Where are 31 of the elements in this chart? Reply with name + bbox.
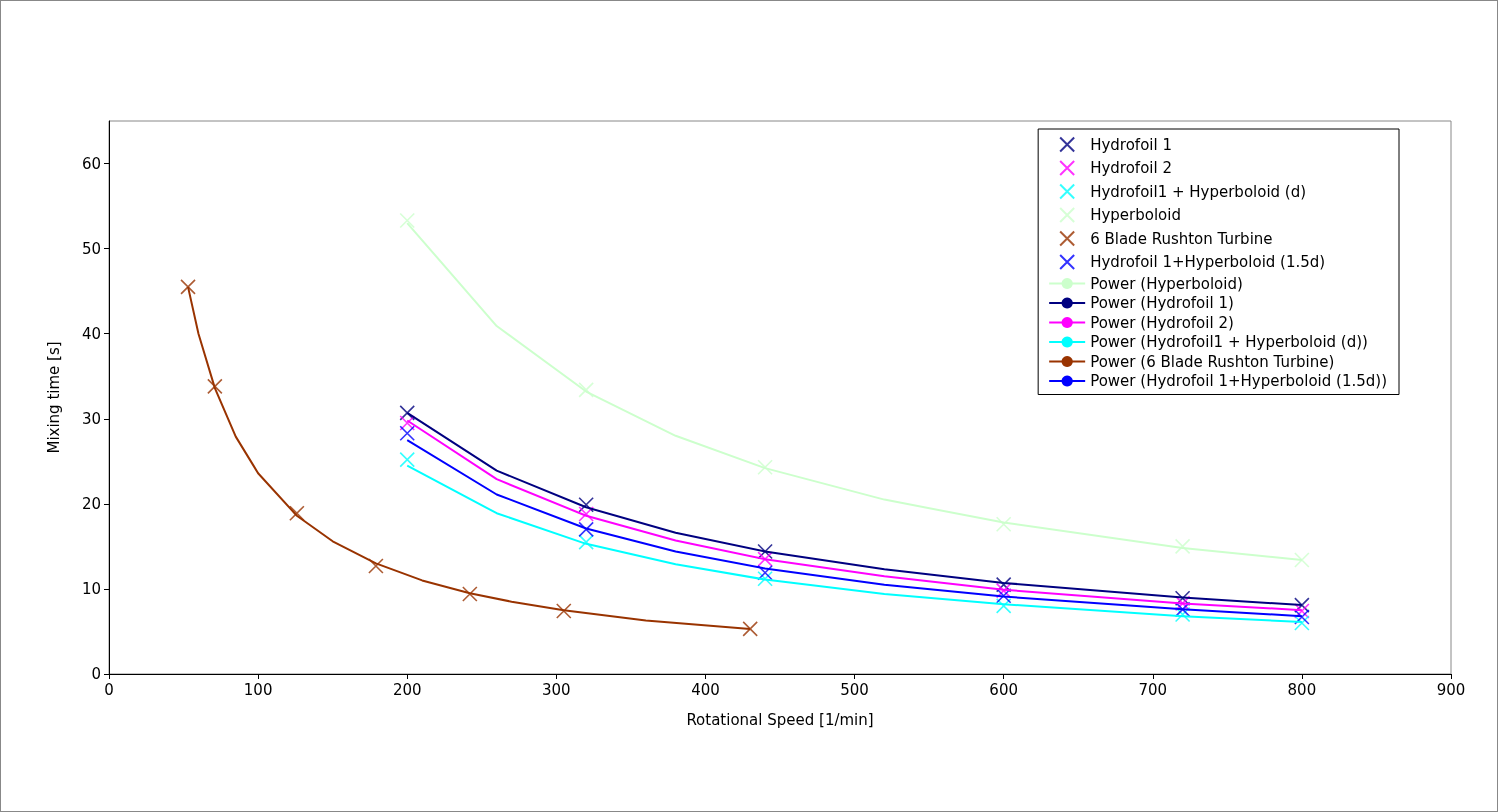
legend-label: Hyperboloid (1090, 206, 1181, 224)
x-tick-label: 500 (840, 680, 869, 699)
y-tick-label: 30 (81, 409, 101, 428)
x-tick-label: 900 (1436, 680, 1466, 699)
x-axis-title: Rotational Speed [1/min] (686, 710, 874, 729)
legend-label: Hydrofoil1 + Hyperboloid (d) (1090, 182, 1307, 201)
x-tick-label: 200 (392, 680, 422, 699)
y-axis-title: Mixing time [s] (44, 341, 63, 454)
x-tick-label: 600 (989, 680, 1018, 699)
y-tick-label: 20 (81, 494, 101, 513)
legend-label: Power (Hyperboloid) (1090, 274, 1243, 293)
x-tick-label: 800 (1287, 680, 1317, 699)
y-tick-label: 50 (81, 239, 101, 258)
legend-label: Power (Hydrofoil 1) (1090, 294, 1234, 312)
legend-label: Hydrofoil 1+Hyperboloid (1.5d) (1090, 253, 1326, 271)
x-tick-label: 700 (1138, 680, 1168, 699)
legend-label: Power (Hydrofoil 2) (1090, 313, 1234, 332)
y-tick-label: 0 (91, 665, 101, 683)
y-tick-label: 10 (81, 579, 101, 598)
legend-label: Hydrofoil 2 (1090, 159, 1172, 177)
legend-label: Power (Hydrofoil 1+Hyperboloid (1.5d)) (1090, 372, 1387, 390)
x-tick-label: 300 (542, 680, 571, 699)
y-tick-label: 60 (81, 154, 101, 173)
legend-label: Hydrofoil 1 (1090, 135, 1172, 154)
legend-label: Power (6 Blade Rushton Turbine) (1090, 352, 1335, 371)
y-tick-label: 40 (81, 324, 101, 343)
legend-label: Power (Hydrofoil1 + Hyperboloid (d)) (1090, 333, 1368, 351)
legend-label: 6 Blade Rushton Turbine (1090, 229, 1273, 248)
x-tick-label: 400 (691, 680, 720, 699)
x-tick-label: 100 (243, 680, 273, 699)
x-tick-label: 0 (104, 680, 114, 699)
